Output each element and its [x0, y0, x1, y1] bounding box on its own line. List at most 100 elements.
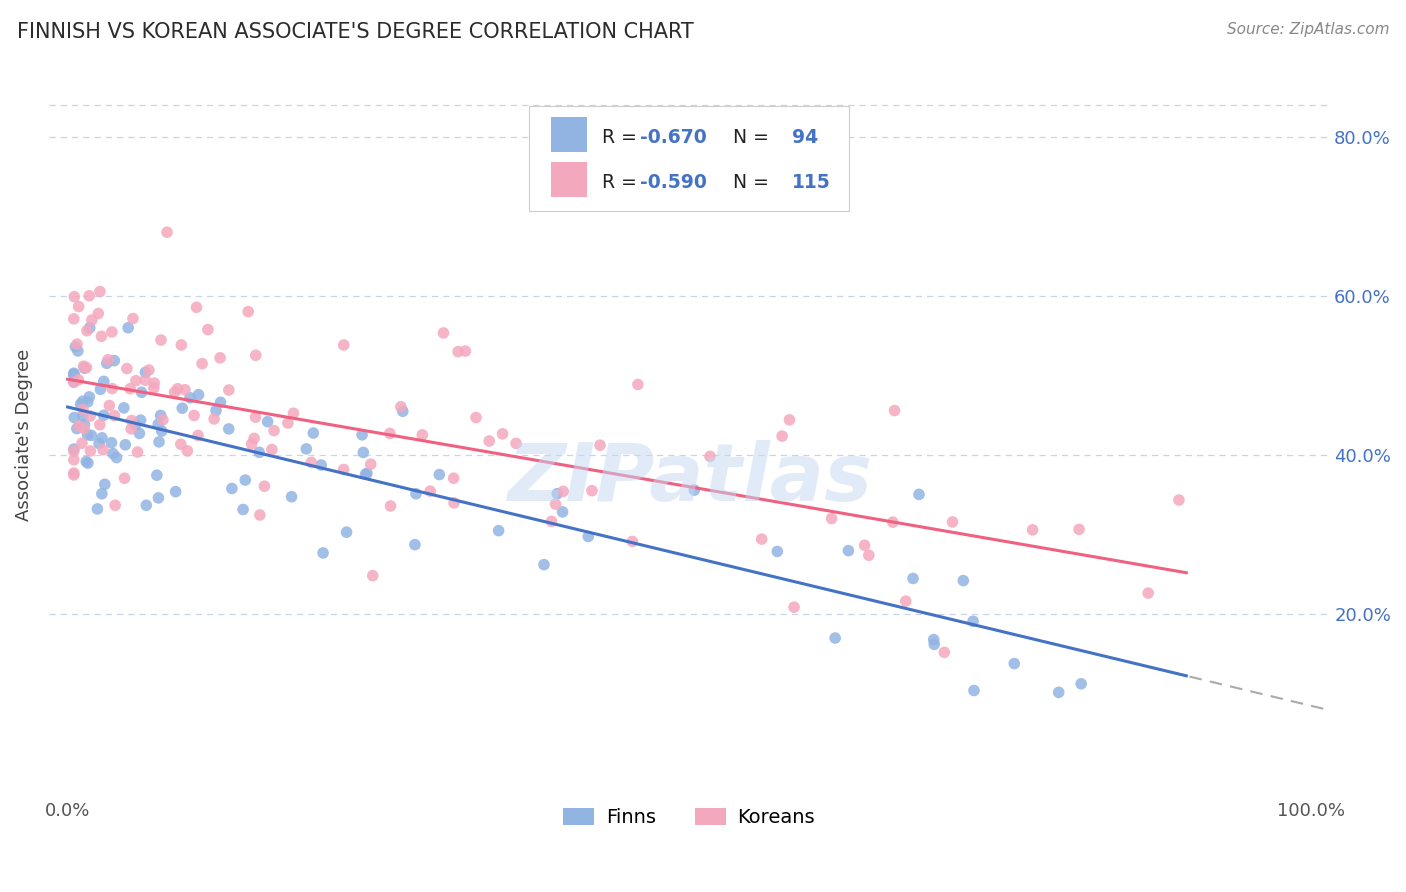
Point [533, 558, 555, 572]
Point [922, 632, 945, 647]
Point [882, 515, 904, 529]
Point [209, 395, 232, 409]
Point [101, 447, 124, 461]
Point [546, 486, 568, 500]
Legend: Finns, Koreans: Finns, Koreans [555, 800, 823, 835]
Point [540, 514, 562, 528]
Point [332, 338, 354, 352]
Point [922, 637, 945, 651]
Point [135, 498, 157, 512]
Point [73, 417, 96, 432]
Text: N =: N = [714, 173, 775, 192]
Point [312, 546, 335, 560]
Point [170, 437, 193, 451]
Point [837, 543, 859, 558]
Point [191, 357, 214, 371]
Point [245, 410, 267, 425]
Point [283, 406, 305, 420]
Point [1168, 493, 1191, 508]
Point [63, 366, 86, 380]
Point [551, 505, 574, 519]
Point [100, 435, 122, 450]
Point [1002, 657, 1025, 671]
Point [89, 382, 111, 396]
Point [256, 415, 278, 429]
Text: R =: R = [602, 128, 643, 147]
Point [354, 467, 377, 482]
Point [63, 375, 86, 389]
Point [149, 409, 172, 423]
Point [432, 326, 454, 340]
Point [138, 363, 160, 377]
Point [148, 417, 170, 432]
Point [150, 424, 173, 438]
Point [66, 343, 89, 358]
Point [447, 344, 470, 359]
Point [963, 683, 986, 698]
Point [86, 502, 108, 516]
Point [87, 436, 110, 450]
Point [253, 479, 276, 493]
Point [824, 631, 846, 645]
Point [260, 442, 283, 457]
Point [249, 508, 271, 522]
Point [309, 458, 332, 472]
Point [79, 390, 101, 404]
Point [101, 325, 124, 339]
Point [63, 290, 86, 304]
Point [1137, 586, 1160, 600]
Point [952, 574, 974, 588]
Point [122, 311, 145, 326]
Point [751, 532, 773, 546]
Point [361, 568, 384, 582]
Point [183, 409, 205, 423]
Point [63, 452, 86, 467]
Point [114, 438, 136, 452]
Point [941, 515, 963, 529]
Point [1070, 677, 1092, 691]
Point [581, 483, 603, 498]
Point [63, 368, 86, 382]
Point [221, 482, 243, 496]
Point [76, 428, 98, 442]
Point [627, 377, 650, 392]
Text: R =: R = [602, 173, 643, 192]
Point [205, 403, 228, 417]
Point [853, 538, 876, 552]
Point [63, 376, 86, 390]
Point [80, 313, 103, 327]
Point [176, 443, 198, 458]
Point [94, 477, 117, 491]
Point [148, 434, 170, 449]
Point [478, 434, 501, 448]
Point [72, 394, 94, 409]
Point [166, 382, 188, 396]
Point [621, 534, 644, 549]
Point [96, 356, 118, 370]
Point [104, 498, 127, 512]
Point [103, 353, 125, 368]
Point [380, 499, 402, 513]
Point [488, 524, 510, 538]
Point [544, 497, 567, 511]
Point [411, 428, 433, 442]
Point [299, 455, 322, 469]
Point [465, 410, 488, 425]
Point [232, 502, 254, 516]
Point [120, 422, 142, 436]
Text: ZIPatlas: ZIPatlas [506, 440, 872, 517]
Point [67, 300, 90, 314]
Point [352, 427, 374, 442]
Point [91, 442, 114, 457]
Point [73, 422, 96, 436]
Point [858, 548, 880, 562]
Point [127, 445, 149, 459]
Point [105, 450, 128, 465]
Point [66, 421, 89, 435]
Point [97, 352, 120, 367]
Point [150, 333, 173, 347]
Point [280, 490, 302, 504]
Point [131, 385, 153, 400]
Point [172, 401, 194, 416]
Point [454, 344, 477, 359]
